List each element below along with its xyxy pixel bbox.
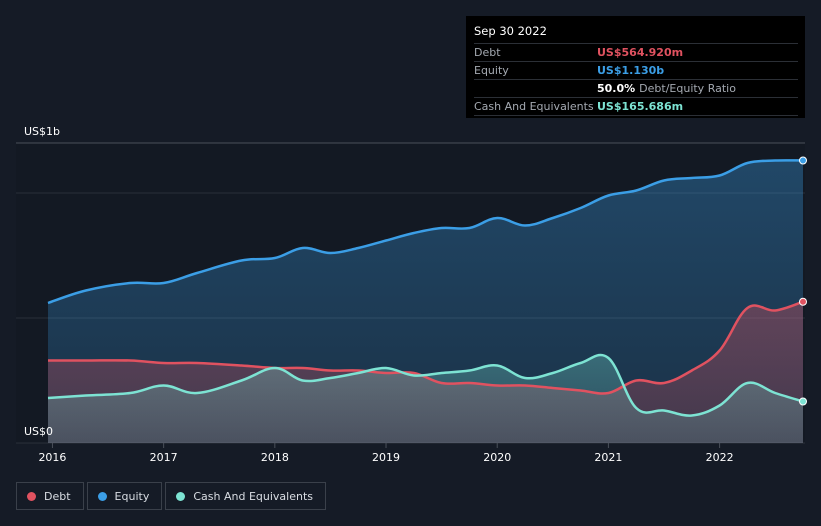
tooltip-sub: Debt/Equity Ratio (639, 82, 736, 95)
endpoint-debt (799, 297, 807, 306)
legend-dot-icon (97, 491, 107, 501)
legend-label: Debt (44, 489, 71, 503)
tooltip-label: Cash And Equivalents (474, 100, 594, 113)
series-endpoints (799, 156, 807, 406)
line-cash-and-equivalents (47, 353, 804, 417)
tooltip-panel: Sep 30 2022 Debt US$564.920m Equity US$1… (466, 16, 805, 118)
legend-item-cash[interactable]: Cash And Equivalents (165, 482, 326, 510)
series-areas (48, 160, 803, 444)
endpoint-cash-and-equivalents (799, 397, 807, 406)
endpoint-equity (799, 156, 807, 165)
tooltip-row-debt: Debt US$564.920m (474, 43, 798, 61)
tooltip-value: US$564.920m (597, 46, 684, 59)
tooltip-label: Debt (474, 46, 501, 59)
x-tick-label: 2017 (150, 451, 178, 464)
x-tick-label: 2020 (483, 451, 511, 464)
tooltip-row-ratio: 50.0% Debt/Equity Ratio (474, 79, 798, 97)
x-axis-ticks: 2016 2017 2018 2019 2020 2021 2022 (38, 443, 734, 464)
tooltip-value: US$165.686m (597, 100, 684, 113)
tooltip-value: 50.0% (597, 82, 636, 95)
x-tick-label: 2022 (706, 451, 734, 464)
legend-item-equity[interactable]: Equity (86, 482, 163, 510)
x-tick-label: 2019 (372, 451, 400, 464)
x-tick-label: 2016 (38, 451, 66, 464)
tooltip-value: US$1.130b (597, 64, 665, 77)
legend-label: Cash And Equivalents (193, 489, 313, 503)
legend-dot-icon (27, 491, 36, 501)
series-lines (47, 159, 804, 417)
x-tick-label: 2021 (594, 451, 622, 464)
legend-item-debt[interactable]: Debt (16, 482, 84, 510)
area-cash-and-equivalents (48, 354, 803, 443)
tooltip-date: Sep 30 2022 (474, 24, 547, 38)
legend-dot-icon (176, 491, 186, 501)
tooltip-row-equity: Equity US$1.130b (474, 61, 798, 79)
tooltip-label: Equity (474, 64, 509, 77)
x-tick-label: 2018 (261, 451, 289, 464)
legend-label: Equity (114, 489, 150, 503)
tooltip-row-cash: Cash And Equivalents US$165.686m (474, 97, 798, 116)
chart-legend: Debt Equity Cash And Equivalents (16, 482, 329, 510)
line-equity (47, 159, 804, 305)
line-debt (48, 300, 804, 395)
y-axis-bottom-label: US$0 (24, 425, 53, 438)
y-axis-top-label: US$1b (24, 125, 60, 138)
